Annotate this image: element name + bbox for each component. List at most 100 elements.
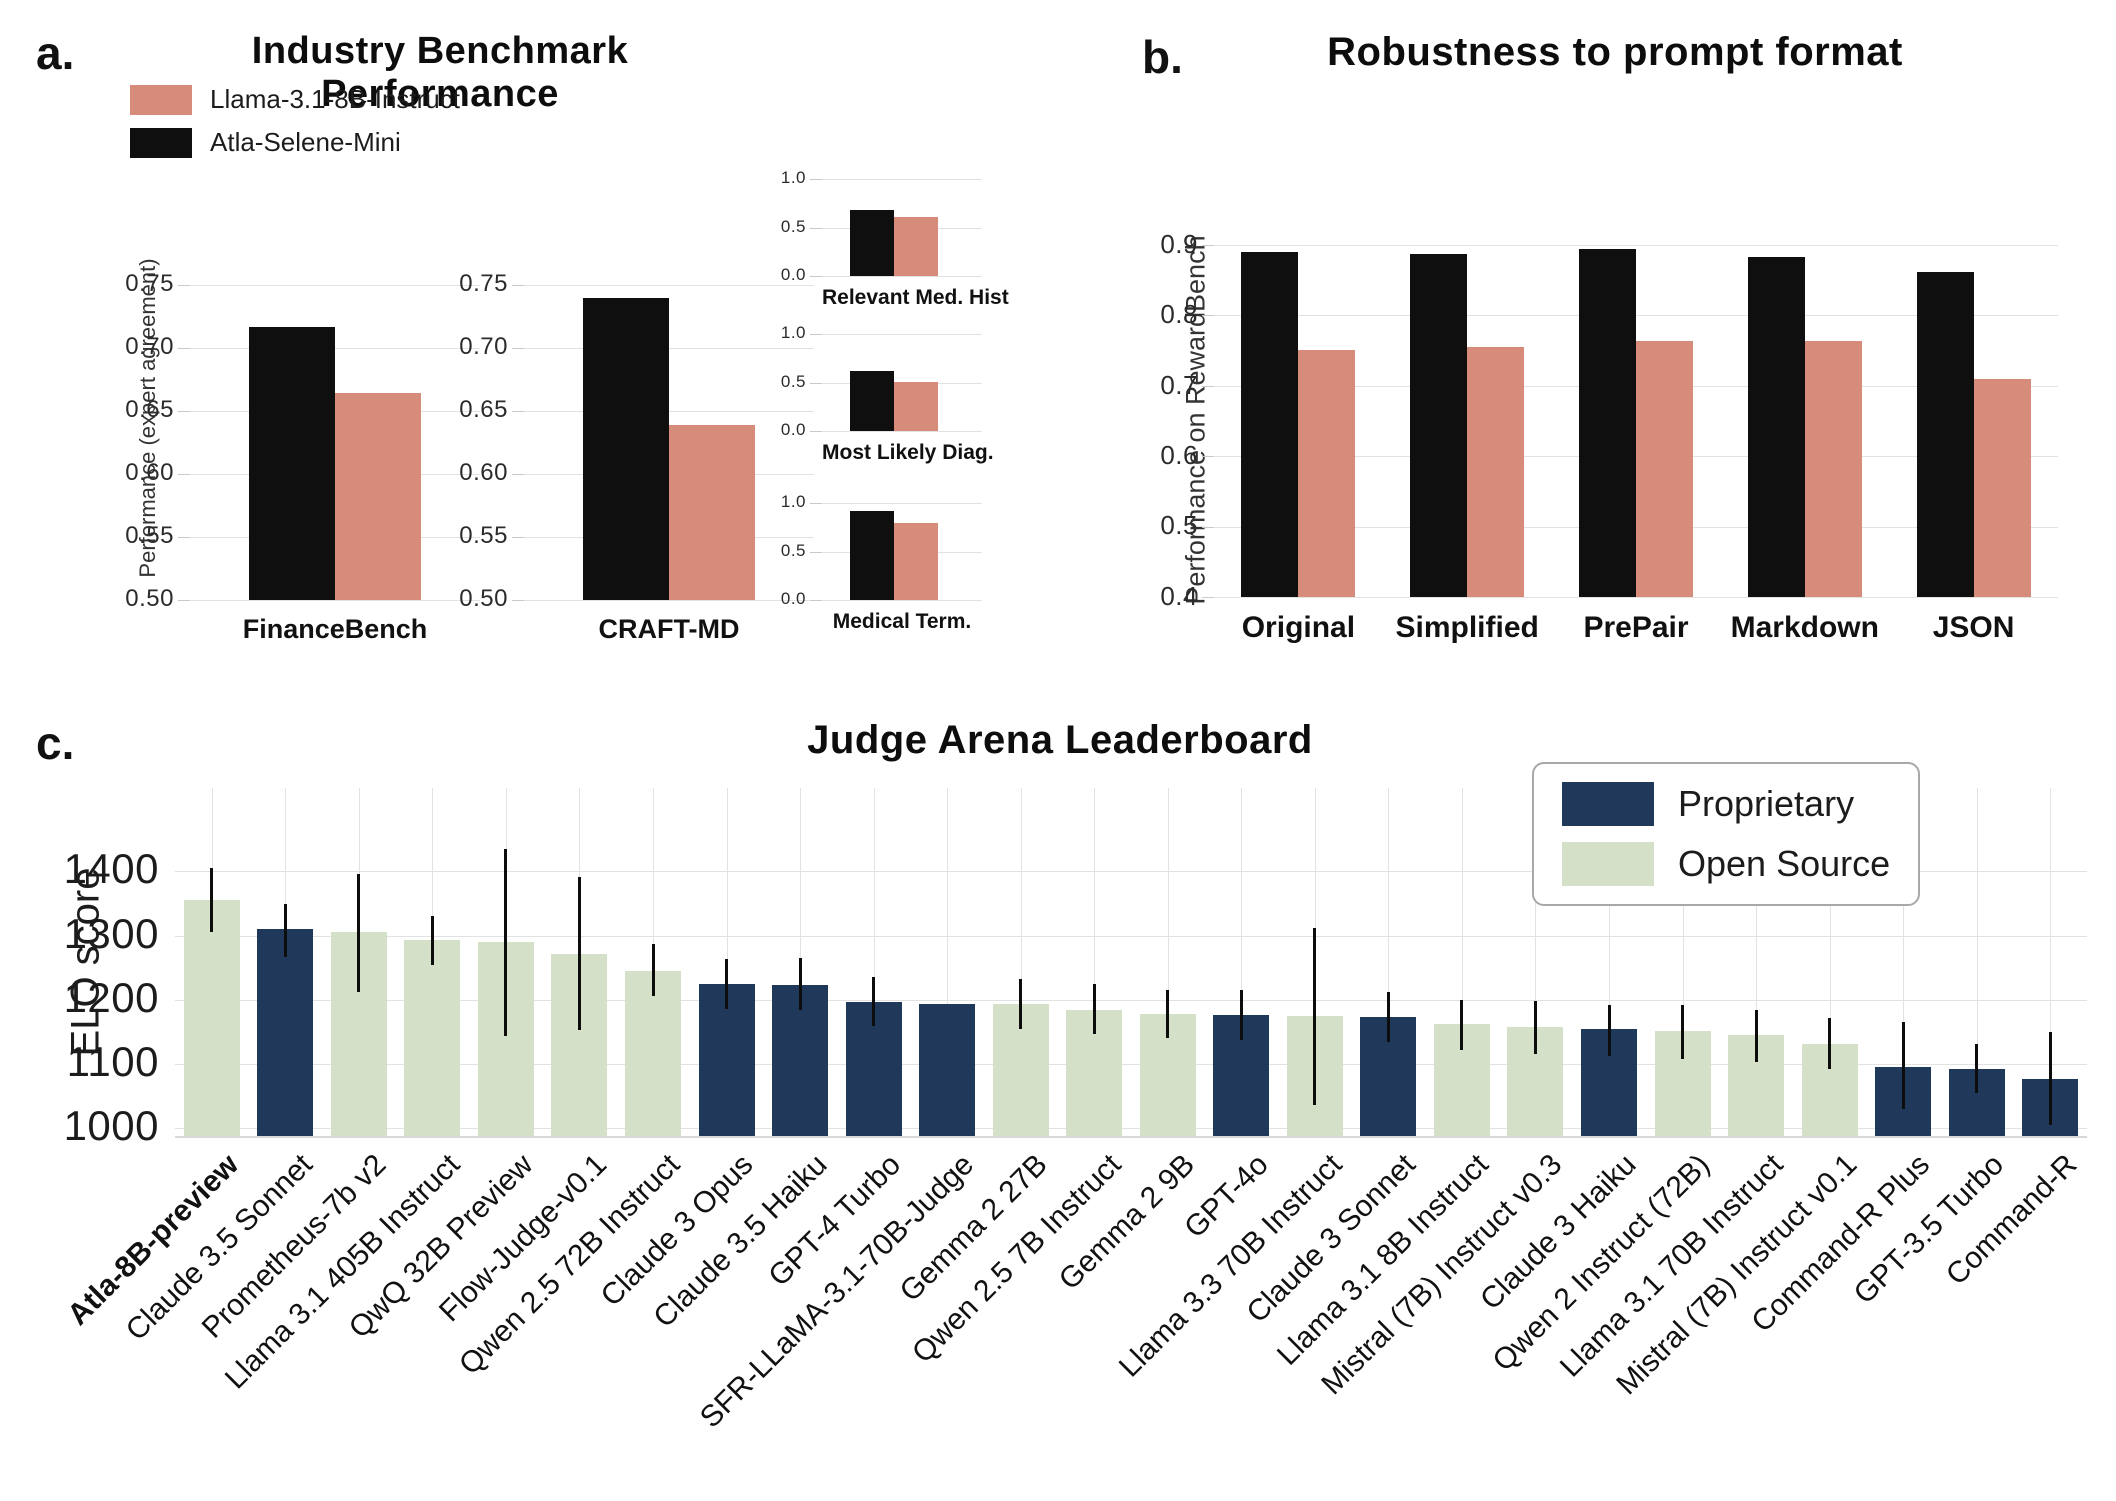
gridline: [175, 871, 2087, 873]
y-tick-label: 0.65: [459, 396, 508, 424]
error-bar: [651, 944, 655, 997]
gridline-vertical: [1682, 788, 1684, 1136]
tick-mark: [1202, 385, 1214, 387]
y-tick-label: 0.7: [1160, 369, 1198, 400]
bar-atla-selene-mini: [850, 510, 894, 600]
error-bar: [872, 977, 876, 1026]
tick-mark: [178, 600, 190, 601]
y-tick-label: 1100: [66, 1038, 159, 1086]
y-tick-label: 1.0: [780, 492, 806, 512]
judge-arena-legend: Proprietary Open Source: [1532, 762, 1921, 906]
tick-mark: [178, 474, 190, 475]
gridline: [175, 935, 2087, 937]
judge-arena-chart: 1400 1300 1200 1100 1000 Atla-8B-preview Claud…: [61, 788, 2087, 1434]
y-tick-label: 0.6: [1160, 440, 1198, 471]
bar-atla-selene-mini: [850, 370, 894, 431]
bar-claude-3-opus: [698, 984, 755, 1136]
gridline-vertical: [873, 788, 875, 1136]
bar-atla-selene-mini: [1579, 248, 1636, 597]
error-bar: [1754, 1010, 1758, 1062]
medical-term-chart: 1.0 0.5 0.0 Medical Term.: [781, 492, 982, 633]
legend-swatch-open-source: [1562, 842, 1654, 886]
y-tick-label: 1400: [63, 845, 159, 893]
x-label: Medical Term.: [832, 610, 972, 633]
gridline-vertical: [1388, 788, 1390, 1136]
error-bar: [283, 903, 287, 957]
x-label: Most Likely Diag.: [822, 441, 994, 464]
gridline-vertical: [1241, 788, 1243, 1136]
error-bar: [2048, 1031, 2052, 1126]
y-tick-label: 0.60: [459, 459, 508, 487]
y-tick-label: 0.75: [459, 270, 508, 298]
bar-atla-selene-mini: [850, 210, 894, 276]
bar-atla-selene-mini: [583, 297, 669, 600]
gridline-vertical: [2050, 788, 2052, 1136]
legend-label-open-source: Open Source: [1678, 843, 1891, 884]
bar-llama-3.1-8b-instruct: [1973, 378, 2031, 597]
y-tick-label: 0.9: [1160, 228, 1198, 259]
error-bar: [725, 959, 729, 1009]
legend-label-llama: Llama-3.1-8B-Instruct: [210, 84, 460, 114]
error-bar: [1092, 984, 1096, 1034]
legend-swatch-proprietary: [1562, 782, 1654, 826]
tick-mark: [512, 600, 524, 601]
gridline: [175, 1128, 2087, 1130]
gridline: [822, 334, 982, 335]
x-category-label: JSON: [1932, 611, 2015, 644]
error-bar: [1460, 999, 1464, 1050]
y-tick-label: 0.55: [459, 522, 508, 550]
y-tick-label: 0.50: [125, 585, 174, 613]
legend-swatch-llama: [130, 84, 192, 115]
y-tick-label: 0.5: [780, 371, 806, 391]
panel-a-label: a.: [36, 27, 75, 79]
gridline-vertical: [947, 788, 949, 1136]
tick-mark: [810, 382, 822, 384]
craft-md-chart: 0.75 0.70 0.65 0.60 0.55 0.50 CRAFT-MD: [459, 270, 814, 644]
bar-llama-3-1-405b-instruct: [404, 939, 461, 1136]
bar-sfr-llama-3-1-70b-judge: [919, 1003, 976, 1136]
legend-row-proprietary: Proprietary: [1562, 782, 1890, 826]
gridline: [1214, 245, 2058, 246]
legend-row-open-source: Open Source: [1562, 842, 1890, 886]
y-tick-label: 0.55: [125, 522, 174, 550]
error-bar: [1313, 927, 1317, 1105]
tick-mark: [512, 348, 524, 349]
error-bar: [1386, 991, 1390, 1042]
gridline: [822, 431, 982, 432]
tick-mark: [512, 285, 524, 286]
x-category-label: Simplified: [1395, 611, 1539, 644]
tick-mark: [1202, 456, 1214, 458]
y-tick-label: 0.70: [459, 333, 508, 361]
panel-a-title: Industry Benchmark Performance: [251, 30, 629, 115]
tick-mark: [178, 348, 190, 349]
y-tick-label: 0.5: [780, 540, 806, 560]
legend-row-selene: Atla-Selene-Mini: [130, 127, 460, 158]
x-label: CRAFT-MD: [598, 614, 740, 644]
gridline: [190, 285, 480, 286]
tick-mark: [512, 411, 524, 412]
tick-mark: [810, 227, 822, 229]
bar-atla-8b-preview: [183, 899, 240, 1136]
gridline: [524, 348, 814, 349]
bar-llama-3.1-8b-instruct: [894, 523, 938, 600]
panel-c-title: Judge Arena Leaderboard: [807, 718, 1313, 762]
gridline-vertical: [1756, 788, 1758, 1136]
tick-mark: [1202, 526, 1214, 528]
bar-llama-3.1-8b-instruct: [894, 216, 938, 276]
gridline: [822, 179, 982, 180]
tick-mark: [810, 334, 822, 335]
y-tick-label: 0.0: [780, 420, 806, 440]
tick-mark: [810, 276, 822, 277]
gridline: [822, 600, 982, 601]
relevant-med-hist-chart: 1.0 0.5 0.0 Relevant Med. Hist: [781, 168, 1009, 309]
y-tick-label: 0.70: [125, 333, 174, 361]
error-bar: [1828, 1017, 1832, 1070]
tick-mark: [810, 551, 822, 553]
bar-atla-selene-mini: [249, 326, 335, 600]
bar-claude-3-5-sonnet: [257, 929, 314, 1136]
gridline: [822, 503, 982, 504]
bar-llama-3.1-8b-instruct: [1804, 340, 1862, 597]
bar-claude-3-5-haiku: [772, 985, 829, 1136]
bar-llama-3.1-8b-instruct: [335, 393, 421, 600]
gridline-vertical: [1461, 788, 1463, 1136]
